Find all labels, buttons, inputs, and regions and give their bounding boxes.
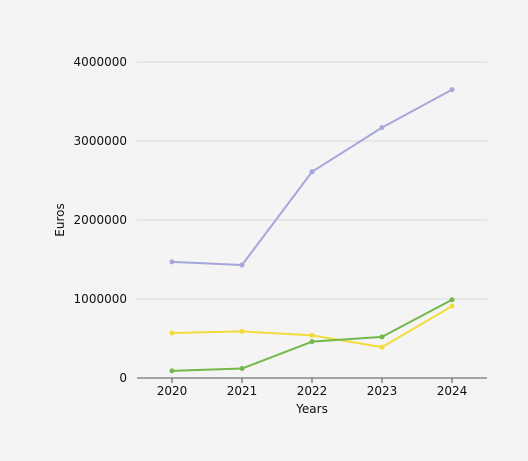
data-point (239, 328, 245, 334)
data-point (449, 303, 455, 309)
data-point (449, 297, 455, 303)
y-tick-label: 1000000 (74, 292, 127, 306)
data-point (239, 262, 245, 268)
data-point (169, 368, 175, 374)
data-point (379, 344, 385, 350)
y-tick-label: 2000000 (74, 213, 127, 227)
data-point (169, 259, 175, 265)
x-tick-label: 2020 (157, 384, 188, 398)
x-tick-label: 2021 (227, 384, 258, 398)
series-0 (169, 87, 455, 268)
series-group (169, 87, 455, 374)
data-point (449, 87, 455, 93)
series-line (171, 88, 453, 267)
data-point (309, 339, 315, 345)
data-point (239, 366, 245, 372)
data-point (309, 169, 315, 175)
series-2 (169, 297, 455, 374)
gridlines (137, 61, 487, 300)
data-point (169, 330, 175, 336)
y-tick-label: 4000000 (74, 55, 127, 69)
y-tick-label: 3000000 (74, 134, 127, 148)
x-axis-title: Years (295, 402, 328, 416)
axes: 0 1000000 2000000 3000000 4000000 2020 2021 202… (74, 55, 487, 398)
x-tick-label: 2024 (437, 384, 468, 398)
data-point (309, 332, 315, 338)
x-tick-label: 2022 (297, 384, 328, 398)
y-axis-title: Euros (53, 203, 67, 236)
data-point (379, 334, 385, 340)
data-point (379, 125, 385, 131)
x-tick-label: 2023 (367, 384, 398, 398)
series-1 (169, 303, 455, 350)
y-tick-label: 0 (119, 371, 127, 385)
